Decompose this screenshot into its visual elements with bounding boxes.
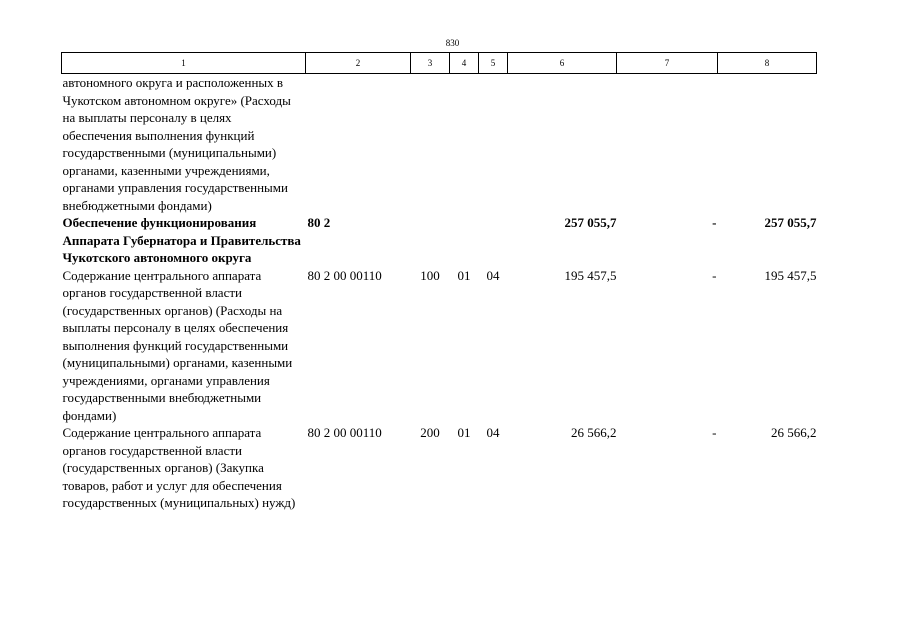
- expense-type-code: [411, 214, 450, 267]
- target-article-code: 80 2 00 00110: [307, 425, 382, 440]
- total-amount: 26 566,2: [771, 425, 817, 440]
- amount: 195 457,5: [564, 267, 617, 283]
- column-number-5: 5: [478, 52, 508, 74]
- column-number-3: 3: [410, 52, 450, 74]
- column-number-header-row: 1 2 3 4 5 6 7 8: [61, 52, 817, 74]
- section-code: [450, 214, 479, 267]
- amount: 26 566,2: [571, 425, 617, 440]
- amount: [508, 74, 617, 215]
- change-amount: -: [712, 267, 717, 283]
- total-amount: 195 457,5: [764, 267, 817, 283]
- amount: 257 055,7: [564, 215, 617, 230]
- table-row: Содержание центрального аппарата органов…: [62, 424, 817, 512]
- column-number-1: 1: [61, 52, 306, 74]
- change-amount: -: [712, 215, 717, 230]
- column-number-7: 7: [616, 52, 718, 74]
- total-amount: [718, 74, 817, 215]
- section-code: [450, 74, 479, 215]
- expense-type-code: [411, 74, 450, 215]
- table-row: Содержание центрального аппарата органов…: [62, 267, 817, 425]
- change-amount: -: [712, 425, 717, 440]
- table-row: автономного округа и расположенных в Чук…: [62, 74, 817, 215]
- expense-name: Содержание центрального аппарата органов…: [62, 267, 293, 423]
- subsection-code: [479, 74, 508, 215]
- subsection-code: [479, 214, 508, 267]
- expense-name: автономного округа и расположенных в Чук…: [62, 75, 291, 213]
- expense-name: Обеспечение функционирования Аппарата Гу…: [62, 215, 301, 265]
- column-number-2: 2: [305, 52, 411, 74]
- subsection-code: 04: [486, 425, 500, 440]
- change-amount: [617, 74, 718, 215]
- target-article-code: 80 2: [307, 215, 331, 230]
- column-number-6: 6: [507, 52, 617, 74]
- total-amount: 257 055,7: [764, 215, 817, 230]
- page-number: 830: [445, 38, 460, 48]
- column-number-8: 8: [717, 52, 817, 74]
- column-number-4: 4: [449, 52, 479, 74]
- section-code: 01: [457, 267, 471, 283]
- expense-name: Содержание центрального аппарата органов…: [62, 425, 296, 510]
- target-article-code: 80 2 00 00110: [307, 267, 382, 283]
- budget-table: 1 2 3 4 5 6 7 8 автономного округа и рас…: [61, 52, 817, 512]
- subsection-code: 04: [486, 267, 500, 283]
- expense-type-code: 200: [420, 425, 440, 440]
- table-row: Обеспечение функционирования Аппарата Гу…: [62, 214, 817, 267]
- target-article-code: [306, 74, 411, 215]
- expense-type-code: 100: [420, 267, 440, 283]
- section-code: 01: [457, 425, 471, 440]
